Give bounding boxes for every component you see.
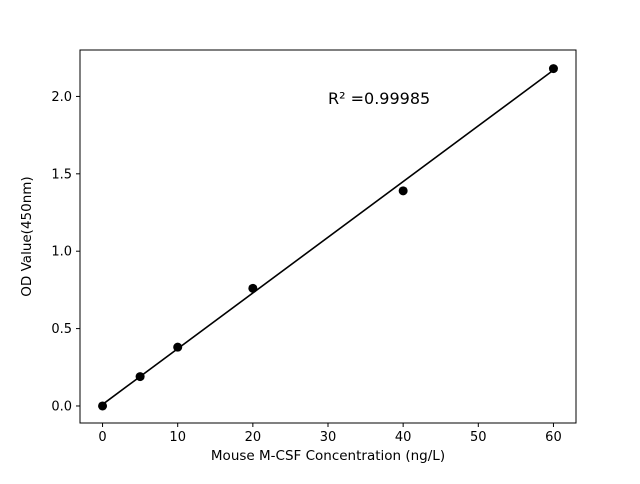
y-tick-label: 0.5 <box>51 322 72 337</box>
data-point <box>135 372 145 382</box>
y-tick-label: 2.0 <box>51 90 72 105</box>
x-tick-label: 0 <box>98 430 106 445</box>
x-tick-label: 30 <box>320 430 337 445</box>
data-point <box>98 401 108 411</box>
x-tick-label: 20 <box>245 430 262 445</box>
data-point <box>548 64 558 74</box>
y-axis-label: OD Value(450nm) <box>19 176 35 296</box>
x-tick-label: 10 <box>169 430 186 445</box>
x-tick-label: 40 <box>395 430 412 445</box>
r-squared-annotation: R² =0.99985 <box>328 89 430 108</box>
x-axis-label: Mouse M-CSF Concentration (ng/L) <box>211 448 445 464</box>
x-tick-label: 60 <box>545 430 562 445</box>
y-tick-label: 1.0 <box>51 245 72 260</box>
data-point <box>248 283 258 293</box>
y-tick-label: 1.5 <box>51 167 72 182</box>
y-tick-label: 0.0 <box>51 399 72 414</box>
data-point <box>173 342 183 352</box>
x-tick-label: 50 <box>470 430 487 445</box>
fit-line <box>102 69 554 406</box>
data-point <box>398 186 408 196</box>
